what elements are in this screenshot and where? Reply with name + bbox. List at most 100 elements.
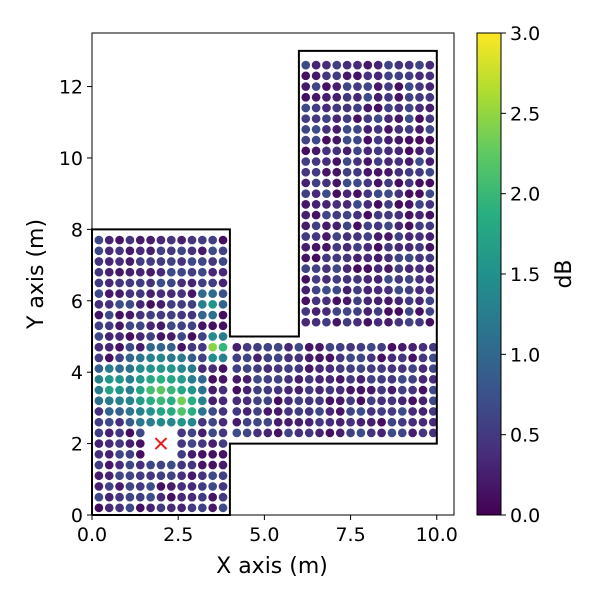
data-point <box>125 246 135 256</box>
data-point <box>332 125 342 134</box>
data-point <box>415 232 424 241</box>
data-point <box>428 364 438 373</box>
data-point <box>325 353 335 363</box>
data-point <box>415 71 424 81</box>
data-point <box>384 317 393 327</box>
data-point <box>197 449 207 459</box>
data-point <box>363 307 373 316</box>
data-point <box>332 71 342 81</box>
data-point <box>408 385 417 395</box>
data-point <box>135 407 145 416</box>
data-point <box>208 503 218 513</box>
data-point <box>197 353 207 363</box>
data-point <box>208 407 218 416</box>
data-point <box>342 307 352 316</box>
data-point <box>218 407 228 416</box>
data-point <box>115 353 124 363</box>
data-point <box>218 257 228 266</box>
data-point <box>94 289 104 298</box>
data-point <box>325 364 335 373</box>
data-point <box>304 364 314 373</box>
data-point <box>125 321 135 331</box>
data-point <box>304 396 314 406</box>
data-point <box>356 374 366 384</box>
data-point <box>332 210 342 220</box>
data-point <box>397 417 407 427</box>
data-point <box>273 385 283 395</box>
data-point <box>332 296 342 306</box>
data-point <box>94 449 104 459</box>
data-point <box>315 385 324 395</box>
data-point <box>384 114 393 124</box>
data-point <box>384 103 393 113</box>
data-point <box>415 92 424 102</box>
data-point <box>146 235 155 245</box>
data-point <box>394 242 404 252</box>
data-point <box>177 332 186 341</box>
data-point <box>253 396 262 406</box>
data-point <box>384 253 393 263</box>
data-point <box>304 353 314 363</box>
data-point <box>425 200 435 209</box>
data-point <box>373 114 383 124</box>
data-point <box>273 417 283 427</box>
data-point <box>408 364 417 373</box>
data-point <box>353 296 362 306</box>
data-point <box>135 267 145 277</box>
data-point <box>346 385 355 395</box>
data-point <box>311 178 321 188</box>
data-point <box>408 374 417 384</box>
data-point <box>377 385 386 395</box>
data-point <box>115 396 124 406</box>
data-point <box>425 221 435 231</box>
data-point <box>415 285 424 295</box>
data-point <box>322 103 331 113</box>
data-point <box>363 92 373 102</box>
data-point <box>373 92 383 102</box>
data-point <box>218 353 228 363</box>
data-point <box>125 439 135 448</box>
data-point <box>363 242 373 252</box>
data-point <box>94 428 104 438</box>
data-point <box>404 92 414 102</box>
data-point <box>373 296 383 306</box>
data-point <box>346 353 355 363</box>
data-point <box>322 178 331 188</box>
data-point <box>208 428 218 438</box>
data-point <box>115 439 124 448</box>
data-point <box>363 275 373 284</box>
data-point <box>425 232 435 241</box>
data-point <box>415 103 424 113</box>
data-point <box>404 296 414 306</box>
data-point <box>404 71 414 81</box>
plot-area <box>91 32 455 516</box>
data-point <box>166 482 176 491</box>
data-point <box>263 353 273 363</box>
data-point <box>404 242 414 252</box>
data-point <box>94 257 104 266</box>
data-point <box>373 232 383 241</box>
tick-label: 3.0 <box>510 23 540 45</box>
data-point <box>208 300 218 309</box>
data-point <box>315 342 324 352</box>
data-point <box>394 221 404 231</box>
data-point <box>135 385 145 395</box>
data-point <box>94 310 104 320</box>
data-point <box>166 267 176 277</box>
data-point <box>425 178 435 188</box>
data-point <box>415 135 424 145</box>
data-point <box>408 417 417 427</box>
data-point <box>135 417 145 427</box>
data-point <box>166 396 176 406</box>
data-point <box>94 460 104 470</box>
data-point <box>177 449 186 459</box>
data-point <box>397 428 407 438</box>
data-point <box>397 396 407 406</box>
data-point <box>404 157 414 166</box>
data-point <box>104 310 114 320</box>
data-point <box>177 321 186 331</box>
data-point <box>415 317 424 327</box>
data-point <box>342 92 352 102</box>
data-point <box>394 71 404 81</box>
data-point <box>208 332 218 341</box>
